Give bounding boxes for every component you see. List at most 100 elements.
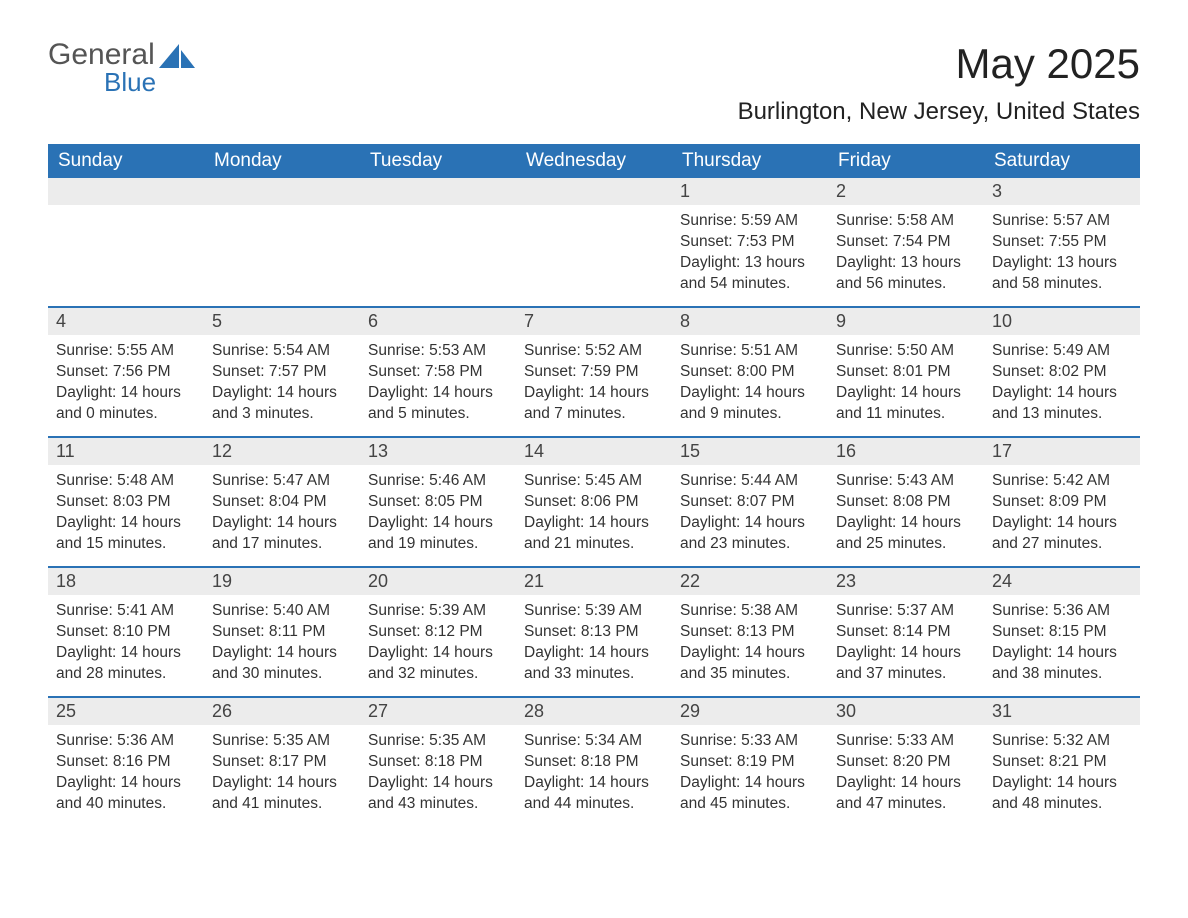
day-sunset: Sunset: 8:15 PM	[992, 622, 1132, 643]
calendar-header-cell: Wednesday	[516, 144, 672, 178]
day-number: 29	[672, 698, 828, 725]
day-details: Sunrise: 5:46 AMSunset: 8:05 PMDaylight:…	[360, 465, 516, 559]
day-details: Sunrise: 5:40 AMSunset: 8:11 PMDaylight:…	[204, 595, 360, 689]
day-d2: and 17 minutes.	[212, 534, 352, 555]
day-sunrise: Sunrise: 5:52 AM	[524, 341, 664, 362]
day-sunrise: Sunrise: 5:33 AM	[680, 731, 820, 752]
day-d1: Daylight: 14 hours	[836, 513, 976, 534]
day-number: 2	[828, 178, 984, 205]
day-sunset: Sunset: 8:02 PM	[992, 362, 1132, 383]
day-details: Sunrise: 5:59 AMSunset: 7:53 PMDaylight:…	[672, 205, 828, 299]
calendar-week: 18Sunrise: 5:41 AMSunset: 8:10 PMDayligh…	[48, 566, 1140, 696]
calendar-cell: 19Sunrise: 5:40 AMSunset: 8:11 PMDayligh…	[204, 568, 360, 696]
calendar-cell: 1Sunrise: 5:59 AMSunset: 7:53 PMDaylight…	[672, 178, 828, 306]
day-sunset: Sunset: 8:09 PM	[992, 492, 1132, 513]
day-details: Sunrise: 5:32 AMSunset: 8:21 PMDaylight:…	[984, 725, 1140, 819]
day-d1: Daylight: 14 hours	[836, 643, 976, 664]
day-details: Sunrise: 5:43 AMSunset: 8:08 PMDaylight:…	[828, 465, 984, 559]
day-details: Sunrise: 5:36 AMSunset: 8:16 PMDaylight:…	[48, 725, 204, 819]
day-d1: Daylight: 14 hours	[836, 773, 976, 794]
day-sunrise: Sunrise: 5:43 AM	[836, 471, 976, 492]
day-sunrise: Sunrise: 5:33 AM	[836, 731, 976, 752]
day-sunrise: Sunrise: 5:55 AM	[56, 341, 196, 362]
day-d2: and 43 minutes.	[368, 794, 508, 815]
day-d2: and 35 minutes.	[680, 664, 820, 685]
day-details: Sunrise: 5:44 AMSunset: 8:07 PMDaylight:…	[672, 465, 828, 559]
day-d1: Daylight: 14 hours	[368, 643, 508, 664]
calendar-cell: 22Sunrise: 5:38 AMSunset: 8:13 PMDayligh…	[672, 568, 828, 696]
day-sunset: Sunset: 8:19 PM	[680, 752, 820, 773]
day-d1: Daylight: 14 hours	[992, 513, 1132, 534]
day-number: 18	[48, 568, 204, 595]
day-d1: Daylight: 14 hours	[524, 773, 664, 794]
day-number: 4	[48, 308, 204, 335]
day-number: 20	[360, 568, 516, 595]
day-number: 7	[516, 308, 672, 335]
day-sunrise: Sunrise: 5:51 AM	[680, 341, 820, 362]
day-number: 26	[204, 698, 360, 725]
calendar-cell: 30 Sunrise: 5:33 AMSunset: 8:20 PMDayligh…	[828, 698, 984, 826]
day-sunrise: Sunrise: 5:50 AM	[836, 341, 976, 362]
day-d1: Daylight: 13 hours	[992, 253, 1132, 274]
day-number: 13	[360, 438, 516, 465]
day-number: 1	[672, 178, 828, 205]
day-sunset: Sunset: 8:10 PM	[56, 622, 196, 643]
day-d2: and 30 minutes.	[212, 664, 352, 685]
day-number: 31	[984, 698, 1140, 725]
calendar-header-cell: Sunday	[48, 144, 204, 178]
day-d1: Daylight: 14 hours	[212, 773, 352, 794]
day-details: Sunrise: 5:57 AMSunset: 7:55 PMDaylight:…	[984, 205, 1140, 299]
day-d1: Daylight: 14 hours	[212, 383, 352, 404]
calendar-header-cell: Monday	[204, 144, 360, 178]
logo-sail-icon	[159, 44, 197, 70]
day-sunset: Sunset: 8:20 PM	[836, 752, 976, 773]
day-sunrise: Sunrise: 5:32 AM	[992, 731, 1132, 752]
day-d1: Daylight: 14 hours	[212, 643, 352, 664]
calendar-cell: 28Sunrise: 5:34 AMSunset: 8:18 PMDayligh…	[516, 698, 672, 826]
day-sunrise: Sunrise: 5:47 AM	[212, 471, 352, 492]
day-sunset: Sunset: 8:18 PM	[524, 752, 664, 773]
logo-word1: General	[48, 40, 155, 70]
calendar-cell: 2Sunrise: 5:58 AMSunset: 7:54 PMDaylight…	[828, 178, 984, 306]
day-sunset: Sunset: 8:04 PM	[212, 492, 352, 513]
page-header: General Blue May 2025 Burlington, New Je…	[48, 40, 1140, 138]
day-details: Sunrise: 5:37 AMSunset: 8:14 PMDaylight:…	[828, 595, 984, 689]
day-d1: Daylight: 13 hours	[836, 253, 976, 274]
calendar-cell: 5Sunrise: 5:54 AMSunset: 7:57 PMDaylight…	[204, 308, 360, 436]
day-sunrise: Sunrise: 5:40 AM	[212, 601, 352, 622]
day-sunset: Sunset: 8:13 PM	[524, 622, 664, 643]
day-sunset: Sunset: 8:07 PM	[680, 492, 820, 513]
calendar-cell: 24Sunrise: 5:36 AMSunset: 8:15 PMDayligh…	[984, 568, 1140, 696]
day-details: Sunrise: 5:48 AMSunset: 8:03 PMDaylight:…	[48, 465, 204, 559]
day-sunset: Sunset: 8:03 PM	[56, 492, 196, 513]
day-sunset: Sunset: 8:13 PM	[680, 622, 820, 643]
day-number: 10	[984, 308, 1140, 335]
day-d2: and 27 minutes.	[992, 534, 1132, 555]
day-number: 30	[828, 698, 984, 725]
day-number: 27	[360, 698, 516, 725]
day-sunrise: Sunrise: 5:53 AM	[368, 341, 508, 362]
day-details: Sunrise: 5:33 AMSunset: 8:19 PMDaylight:…	[672, 725, 828, 819]
day-details: Sunrise: 5:51 AMSunset: 8:00 PMDaylight:…	[672, 335, 828, 429]
calendar-cell: 23Sunrise: 5:37 AMSunset: 8:14 PMDayligh…	[828, 568, 984, 696]
day-sunrise: Sunrise: 5:42 AM	[992, 471, 1132, 492]
day-sunset: Sunset: 7:56 PM	[56, 362, 196, 383]
calendar-cell: 10Sunrise: 5:49 AMSunset: 8:02 PMDayligh…	[984, 308, 1140, 436]
day-sunrise: Sunrise: 5:49 AM	[992, 341, 1132, 362]
day-d2: and 44 minutes.	[524, 794, 664, 815]
day-number	[204, 178, 360, 205]
day-d1: Daylight: 14 hours	[368, 513, 508, 534]
calendar-cell: 13Sunrise: 5:46 AMSunset: 8:05 PMDayligh…	[360, 438, 516, 566]
logo: General Blue	[48, 40, 197, 98]
day-sunrise: Sunrise: 5:34 AM	[524, 731, 664, 752]
day-sunrise: Sunrise: 5:59 AM	[680, 211, 820, 232]
day-number: 22	[672, 568, 828, 595]
calendar-cell: 3Sunrise: 5:57 AMSunset: 7:55 PMDaylight…	[984, 178, 1140, 306]
day-d1: Daylight: 14 hours	[524, 513, 664, 534]
day-sunrise: Sunrise: 5:35 AM	[368, 731, 508, 752]
day-number: 24	[984, 568, 1140, 595]
calendar-cell: 18Sunrise: 5:41 AMSunset: 8:10 PMDayligh…	[48, 568, 204, 696]
title-month: May 2025	[738, 40, 1140, 88]
day-sunset: Sunset: 8:14 PM	[836, 622, 976, 643]
calendar-cell: 12Sunrise: 5:47 AMSunset: 8:04 PMDayligh…	[204, 438, 360, 566]
